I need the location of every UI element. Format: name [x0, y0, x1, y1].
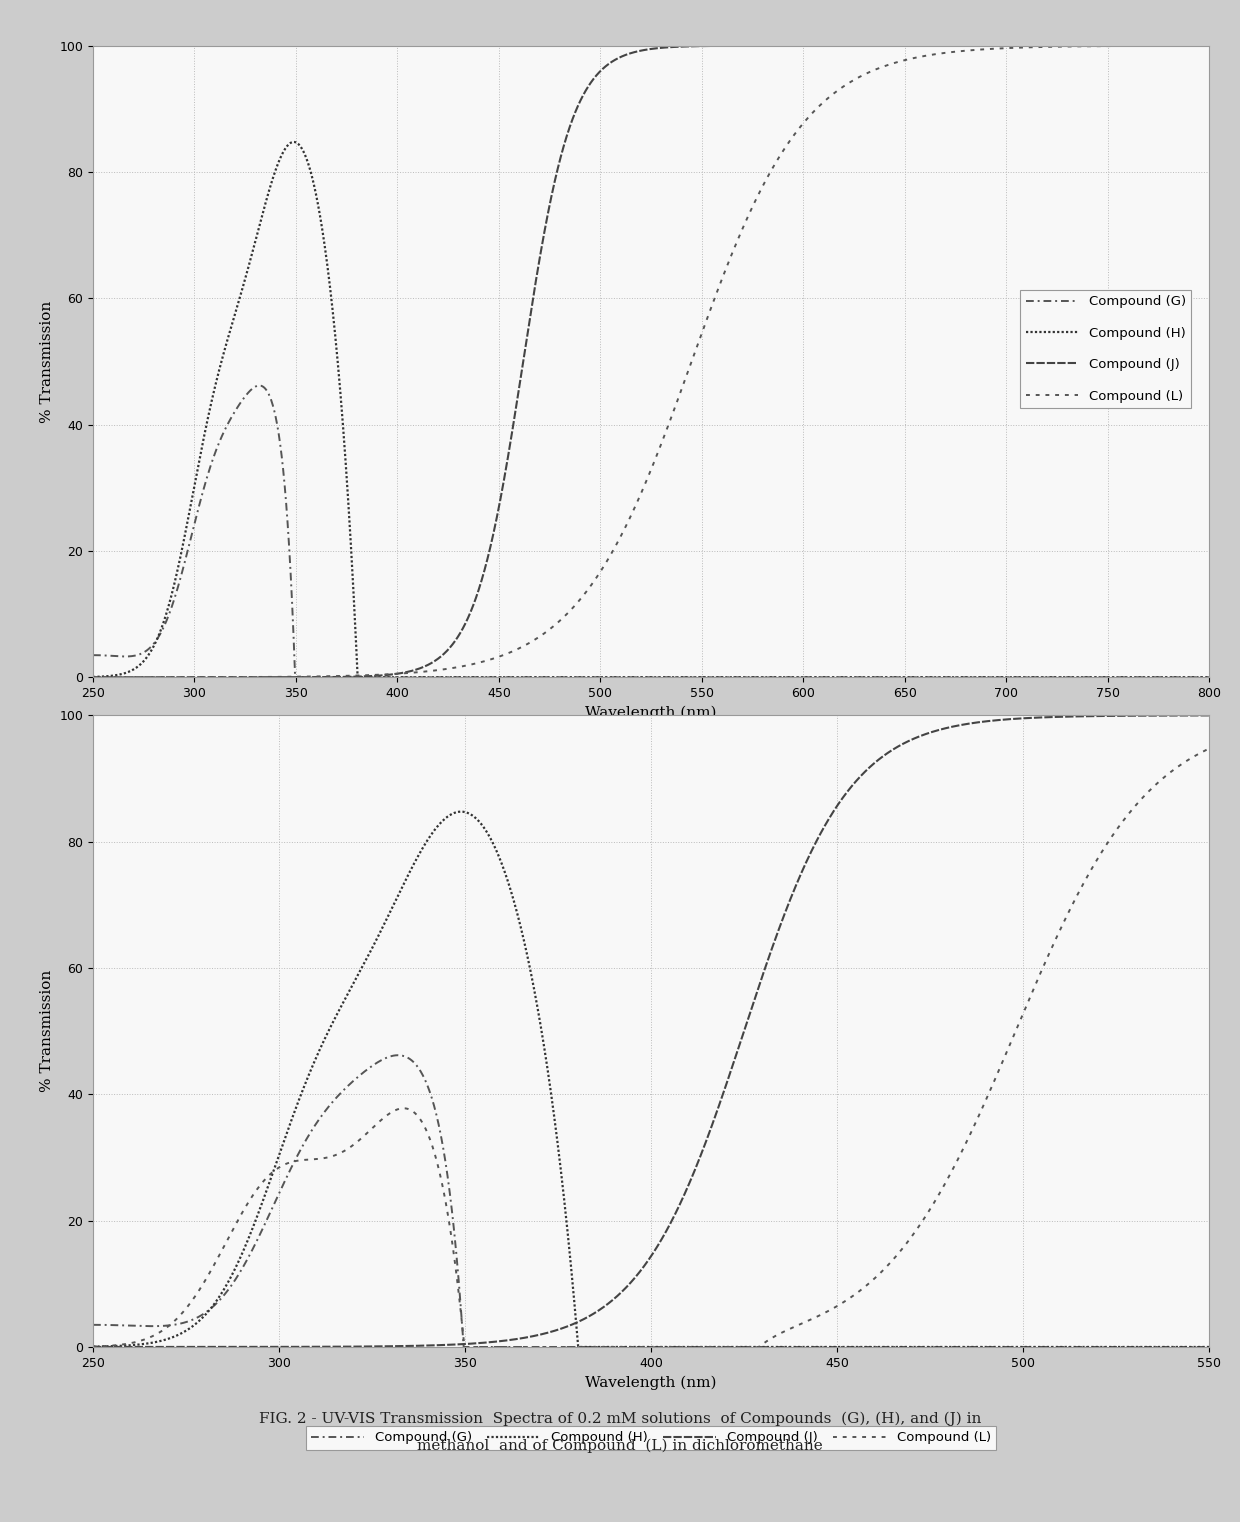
Text: methanol  and of Compound  (L) in dichloromethane: methanol and of Compound (L) in dichloro… — [417, 1438, 823, 1454]
Text: FIG. 2 - UV-VIS Transmission  Spectra of 0.2 mM solutions  of Compounds  (G), (H: FIG. 2 - UV-VIS Transmission Spectra of … — [259, 1411, 981, 1426]
X-axis label: Wavelength (nm): Wavelength (nm) — [585, 1376, 717, 1390]
X-axis label: Wavelength (nm): Wavelength (nm) — [585, 706, 717, 720]
Legend: Compound (G), Compound (H), Compound (J), Compound (L): Compound (G), Compound (H), Compound (J)… — [1021, 289, 1192, 408]
Legend: Compound (G), Compound (H), Compound (J), Compound (L): Compound (G), Compound (H), Compound (J)… — [306, 1426, 996, 1450]
Y-axis label: % Transmission: % Transmission — [40, 970, 53, 1093]
Y-axis label: % Transmission: % Transmission — [40, 300, 53, 423]
